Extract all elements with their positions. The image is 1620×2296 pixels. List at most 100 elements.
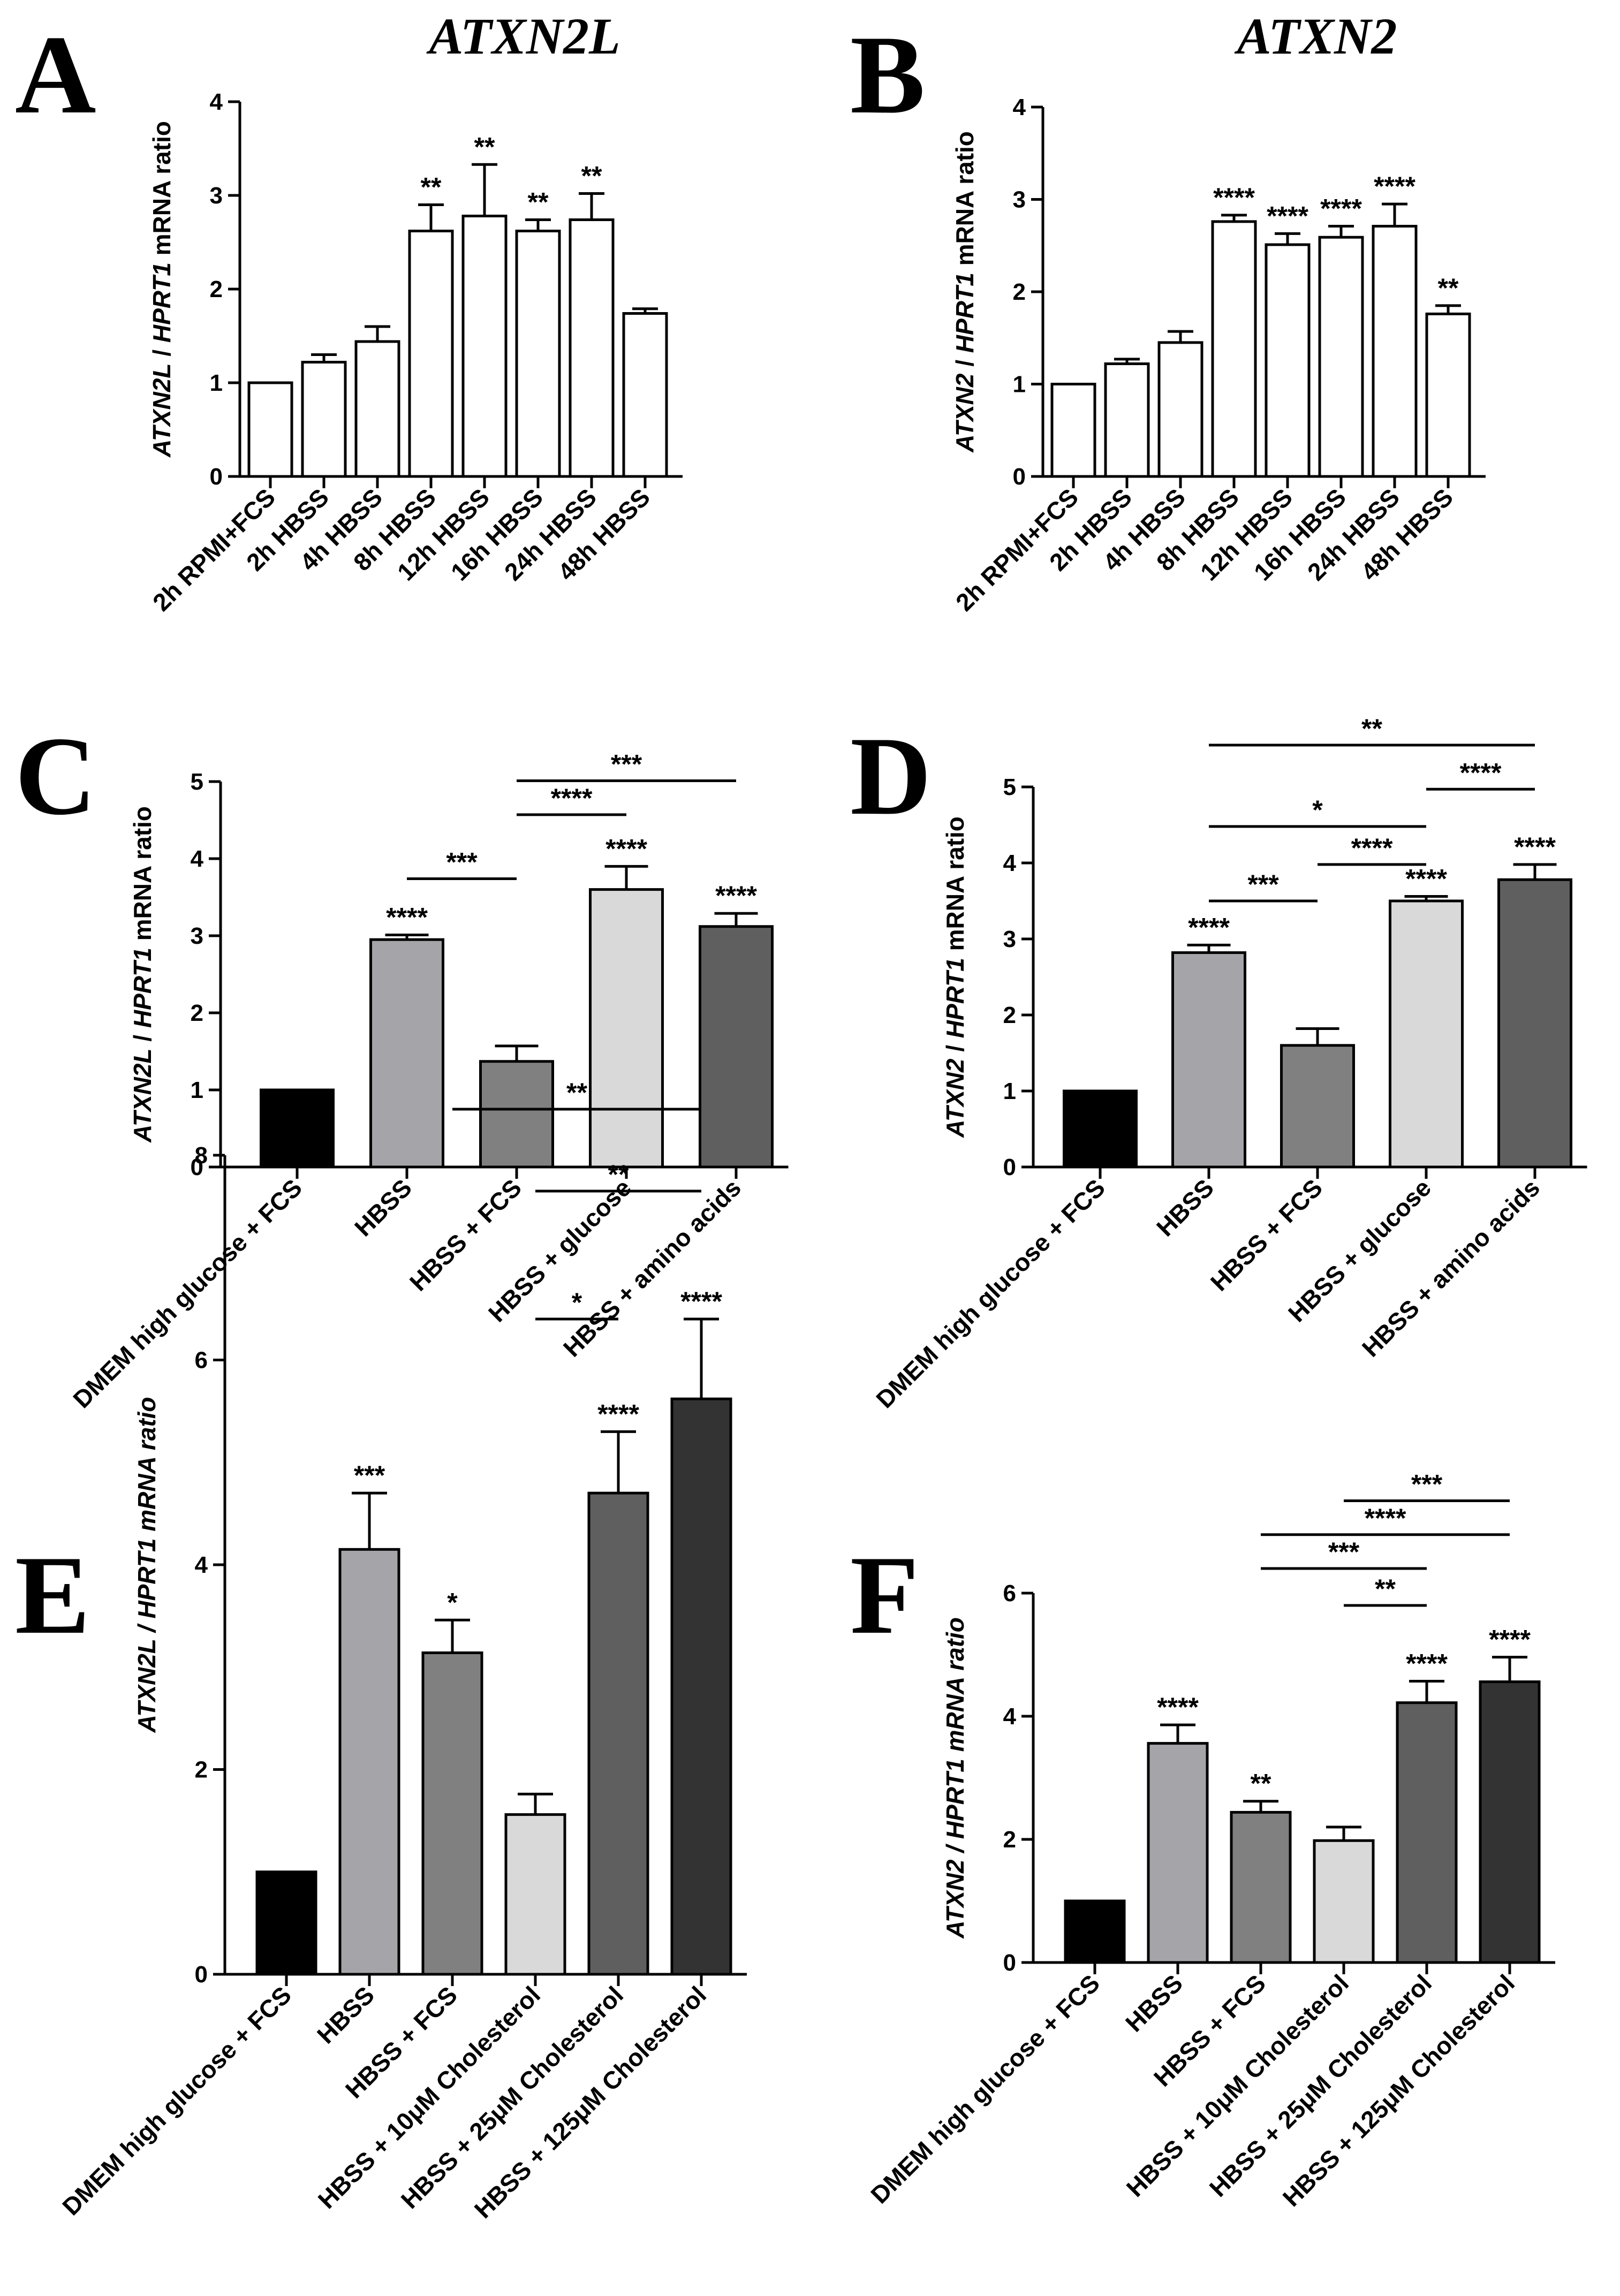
y-tick-label: 4 xyxy=(1003,1703,1017,1730)
significance-label: ** xyxy=(474,132,495,162)
y-tick-label: 1 xyxy=(191,1077,203,1103)
y-tick-label: 6 xyxy=(1003,1580,1016,1607)
bar xyxy=(1265,243,1311,478)
bar xyxy=(1313,1839,1375,1964)
y-tick-label: 2 xyxy=(210,276,223,302)
bar xyxy=(515,230,561,478)
bar xyxy=(504,1813,566,1976)
significance-label: ** xyxy=(1251,1769,1271,1799)
significance-label: **** xyxy=(597,1399,639,1429)
y-tick-label: 4 xyxy=(1003,850,1017,876)
significance-label: * xyxy=(447,1587,458,1617)
significance-label: ** xyxy=(581,161,602,191)
significance-label: **** xyxy=(1489,1625,1531,1655)
significance-label: **** xyxy=(680,1286,722,1316)
bar xyxy=(670,1397,732,1976)
y-tick-label: 1 xyxy=(1003,1078,1016,1104)
y-axis-label: ATXN2 / HPRT1 mRNA ratio xyxy=(941,1617,969,1939)
category-label: HBSS + FCS xyxy=(1205,1173,1328,1296)
bar xyxy=(1497,878,1572,1169)
significance-label: **** xyxy=(1406,1648,1448,1678)
significance-label: **** xyxy=(1374,171,1415,201)
significance-label: **** xyxy=(386,903,428,933)
panel-letter-c: C xyxy=(15,714,96,838)
y-tick-label: 1 xyxy=(210,370,223,396)
y-tick-label: 0 xyxy=(191,1154,203,1180)
bar xyxy=(255,1870,317,1976)
y-tick-label: 2 xyxy=(1013,279,1026,305)
significance-label: **** xyxy=(715,881,757,911)
significance-label: ** xyxy=(421,172,442,202)
bar xyxy=(1050,383,1096,478)
y-axis-label: ATXN2L / HPRT1 mRNA ratio xyxy=(128,806,156,1143)
title-atxn2: ATXN2 xyxy=(1235,7,1397,65)
panel-d-chart: 0 1 2 3 4 5 ATXN2 / HPRT1 mRNA ratio DMEM high … xyxy=(870,714,1587,1413)
y-tick-label: 2 xyxy=(1003,1827,1016,1853)
bar xyxy=(622,312,668,478)
y-tick-label: 5 xyxy=(1003,774,1016,800)
y-axis-label: ATXN2 / HPRT1 mRNA ratio xyxy=(941,816,969,1138)
significance-label: **** xyxy=(605,833,647,863)
y-tick-label: 1 xyxy=(1013,372,1026,398)
y-tick-label: 4 xyxy=(210,89,223,115)
y-tick-label: 6 xyxy=(195,1347,208,1374)
y-tick-label: 4 xyxy=(1013,94,1026,120)
category-label: HBSS xyxy=(312,1981,380,2049)
y-tick-label: 0 xyxy=(1003,1154,1016,1180)
bar xyxy=(260,1088,335,1169)
y-tick-label: 3 xyxy=(1013,187,1026,213)
bar xyxy=(1063,1089,1138,1169)
significance-label: **** xyxy=(1405,863,1447,893)
bar xyxy=(1372,225,1418,478)
y-tick-label: 8 xyxy=(195,1142,208,1169)
comparison-label: ** xyxy=(1375,1574,1396,1604)
bar xyxy=(408,230,454,478)
bar xyxy=(354,340,400,478)
bar xyxy=(699,925,774,1169)
panel-letter-f: F xyxy=(850,1533,919,1657)
bar xyxy=(1230,1810,1292,1964)
y-tick-label: 0 xyxy=(195,1961,208,1988)
significance-label: **** xyxy=(1320,194,1362,224)
bar xyxy=(1157,341,1203,478)
title-atxn2l: ATXN2L xyxy=(426,7,620,65)
category-label: HBSS xyxy=(1120,1969,1188,2037)
comparison-label: **** xyxy=(1351,833,1393,863)
y-axis-label: ATXN2L / HPRT1 mRNA ratio xyxy=(148,121,176,458)
significance-label: ** xyxy=(528,187,549,217)
bar xyxy=(369,938,444,1169)
bar xyxy=(587,1491,649,1976)
y-tick-label: 3 xyxy=(210,183,223,209)
category-label: HBSS xyxy=(1151,1173,1219,1241)
y-tick-label: 0 xyxy=(210,464,223,490)
significance-label: **** xyxy=(1267,201,1308,231)
bar xyxy=(1396,1701,1458,1964)
bar xyxy=(1104,362,1150,478)
y-tick-label: 2 xyxy=(191,1000,203,1026)
category-label: DMEM high glucose + FCS xyxy=(865,1969,1105,2209)
bar xyxy=(247,381,293,478)
bar xyxy=(1280,1044,1355,1169)
bar xyxy=(1211,220,1257,478)
bar xyxy=(1064,1899,1126,1964)
y-axis-label: ATXN2L / HPRT1 mRNA ratio xyxy=(133,1397,161,1733)
bar xyxy=(1318,236,1364,478)
comparison-label: **** xyxy=(551,783,593,813)
bar xyxy=(461,215,508,478)
y-tick-label: 0 xyxy=(1013,464,1026,490)
comparison-label: **** xyxy=(1460,757,1502,787)
comparison-label: *** xyxy=(1411,1469,1443,1499)
y-tick-label: 2 xyxy=(1003,1002,1016,1028)
comparison-label: ** xyxy=(566,1078,587,1108)
y-tick-label: 3 xyxy=(1003,926,1016,952)
bar xyxy=(479,1060,554,1169)
y-tick-label: 3 xyxy=(191,923,203,949)
panel-letter-b: B xyxy=(850,13,925,137)
comparison-label: * xyxy=(1312,795,1323,825)
panel-letter-d: D xyxy=(850,714,932,838)
bar xyxy=(301,361,347,478)
